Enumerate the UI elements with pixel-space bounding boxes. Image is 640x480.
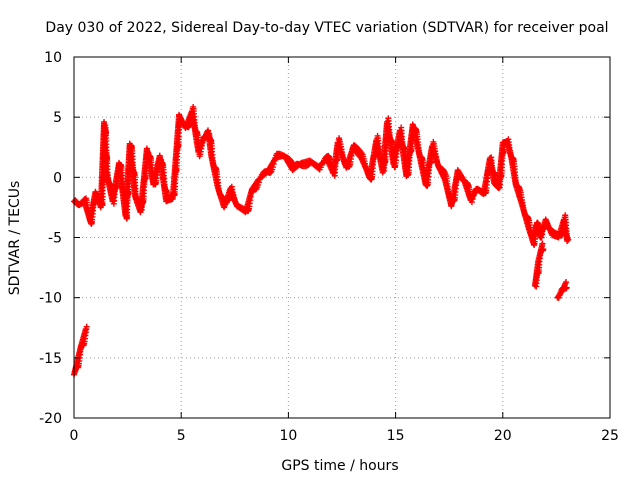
data-point bbox=[540, 246, 547, 253]
axis-ticks: 0 5 10 15 20 25 -20 -15 -10 -5 0 5 10 bbox=[39, 50, 619, 444]
x-tick-label: 10 bbox=[279, 428, 297, 444]
x-tick-label: 20 bbox=[494, 428, 512, 444]
y-axis-label: SDTVAR / TECUs bbox=[7, 181, 23, 296]
y-tick-label: -5 bbox=[48, 231, 62, 247]
gridlines bbox=[74, 57, 610, 418]
y-tick-label: -15 bbox=[39, 351, 62, 367]
x-tick-label: 0 bbox=[70, 428, 79, 444]
data-point bbox=[563, 284, 570, 291]
x-axis-label: GPS time / hours bbox=[281, 458, 398, 474]
data-point bbox=[563, 279, 570, 286]
y-tick-label: 10 bbox=[44, 50, 62, 66]
y-tick-label: 5 bbox=[53, 110, 62, 126]
data-points bbox=[71, 103, 572, 378]
y-tick-label: 0 bbox=[53, 170, 62, 186]
y-tick-label: -10 bbox=[39, 291, 62, 307]
data-point bbox=[82, 325, 89, 332]
chart-title: Day 030 of 2022, Sidereal Day-to-day VTE… bbox=[45, 20, 608, 36]
x-tick-label: 5 bbox=[177, 428, 186, 444]
x-tick-label: 15 bbox=[387, 428, 405, 444]
data-point bbox=[564, 238, 571, 245]
data-point bbox=[539, 240, 546, 247]
x-tick-label: 25 bbox=[601, 428, 619, 444]
y-tick-label: -20 bbox=[39, 411, 62, 427]
